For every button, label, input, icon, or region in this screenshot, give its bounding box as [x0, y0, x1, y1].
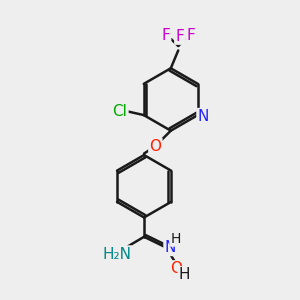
Text: H₂N: H₂N: [102, 247, 131, 262]
Text: N: N: [197, 109, 209, 124]
Text: F: F: [186, 28, 195, 43]
Text: Cl: Cl: [112, 104, 128, 119]
Text: O: O: [170, 261, 182, 276]
Text: O: O: [149, 139, 161, 154]
Text: H: H: [170, 232, 181, 246]
Text: H: H: [179, 267, 190, 282]
Text: N: N: [164, 240, 176, 255]
Text: F: F: [175, 29, 184, 44]
Text: F: F: [161, 28, 170, 43]
